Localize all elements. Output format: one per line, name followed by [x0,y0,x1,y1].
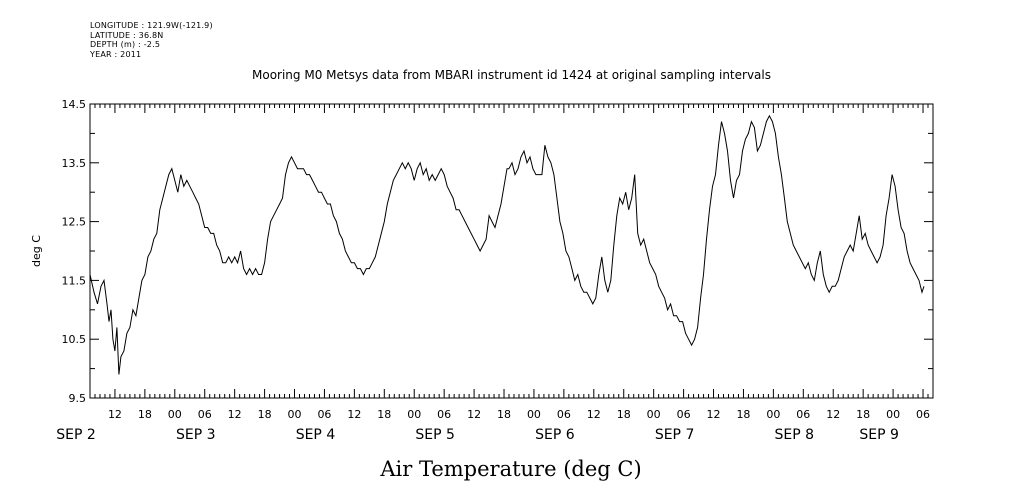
series-group [89,114,925,375]
y-tick-label: 9.5 [69,392,87,405]
y-tick-label: 10.5 [62,333,87,346]
x-tick-label: 06 [437,408,451,421]
y-tick-label: 14.5 [62,98,87,111]
date-label: SEP 7 [655,427,695,443]
date-label: SEP 6 [535,427,575,443]
series-line-0 [89,155,509,375]
x-tick-label: 18 [856,408,870,421]
date-label: SEP 3 [176,427,216,443]
y-axis-label: deg C [30,235,43,267]
plot-frame [89,103,934,399]
x-tick-label: 00 [407,408,421,421]
x-tick-label: 06 [916,408,930,421]
x-tick-label: 06 [677,408,691,421]
y-tick-label: 12.5 [62,216,87,229]
date-label: SEP 9 [859,427,899,443]
x-tick-label: 06 [557,408,571,421]
x-tick-label: 00 [766,408,780,421]
latitude-line: LATITUDE : 36.8N [90,30,164,40]
date-label: SEP 8 [775,427,815,443]
date-label: SEP 4 [296,427,336,443]
x-tick-label: 12 [228,408,242,421]
x-tick-label: 06 [317,408,331,421]
x-tick-label: 06 [198,408,212,421]
x-tick-label: 18 [497,408,511,421]
date-label: SEP 2 [56,427,96,443]
depth-line: DEPTH (m) : -2.5 [90,40,161,49]
x-tick-label: 00 [288,408,302,421]
x-tick-label: 18 [258,408,272,421]
y-tick-label: 13.5 [62,157,87,170]
x-tick-label: 12 [707,408,721,421]
x-tick-label: 06 [796,408,810,421]
x-tick-label: 18 [138,408,152,421]
x-axis-label: Air Temperature (deg C) [379,457,641,481]
x-tick-label: 12 [347,408,361,421]
x-tick-label: 18 [736,408,750,421]
x-tick-label: 12 [108,408,122,421]
x-tick-label: 18 [617,408,631,421]
metadata-block: LONGITUDE : 121.9W(-121.9) LATITUDE : 36… [90,21,213,59]
x-tick-label: 00 [647,408,661,421]
x-tick-label: 12 [826,408,840,421]
y-tick-label: 11.5 [62,274,87,287]
chart-title: Mooring M0 Metsys data from MBARI instru… [252,68,771,82]
axis-ticks: 9.5 10.5 11.5 12.5 13.5 14.5 12 18 00 06 12 18 00 06 1… [56,98,934,443]
date-label: SEP 5 [415,427,455,443]
series-line-1 [508,114,925,347]
year-line: YEAR : 2011 [90,49,142,59]
longitude-line: LONGITUDE : 121.9W(-121.9) [90,21,213,30]
x-tick-label: 00 [527,408,541,421]
x-tick-label: 18 [377,408,391,421]
x-tick-label: 12 [467,408,481,421]
x-tick-label: 12 [587,408,601,421]
x-tick-label: 00 [168,408,182,421]
x-tick-label: 00 [886,408,900,421]
